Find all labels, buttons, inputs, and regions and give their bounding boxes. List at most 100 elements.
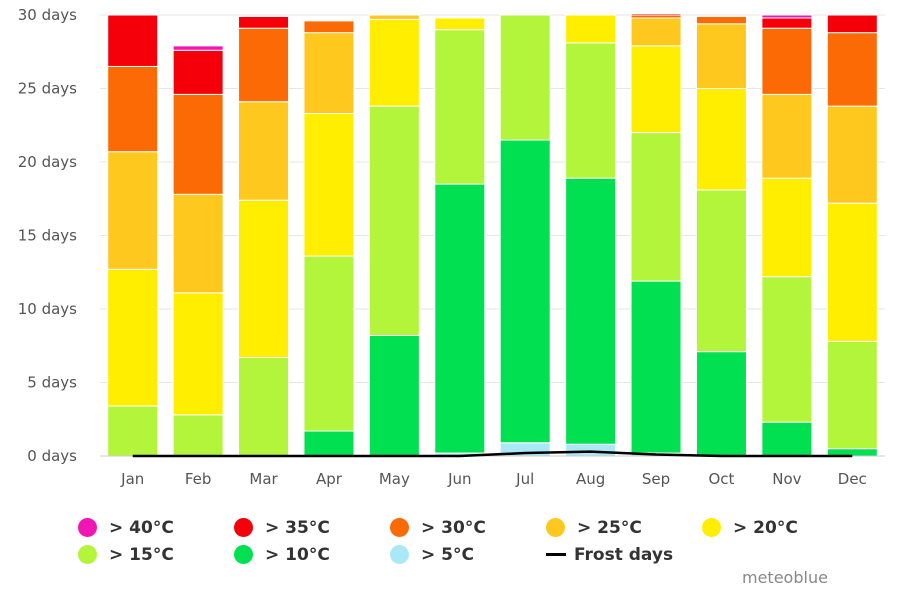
bar-segment [172, 414, 224, 457]
legend-item-10[interactable]: > 10°C [234, 545, 390, 565]
credit-label: meteoblue [742, 568, 828, 587]
bar-segment [434, 183, 486, 454]
bar-segment [761, 27, 813, 95]
bar-segment [695, 88, 747, 191]
bar-segment [761, 421, 813, 457]
legend-item-20[interactable]: > 20°C [702, 518, 858, 538]
x-tick-label: Jun [447, 470, 471, 488]
bar-segment [761, 177, 813, 278]
legend-item-40[interactable]: > 40°C [78, 518, 234, 538]
legend-marker [702, 518, 721, 537]
y-tick-label: 25 days [18, 80, 77, 98]
legend-row-1: > 40°C > 35°C > 30°C > 25°C > 20°C [78, 514, 858, 541]
bar-segment [761, 17, 813, 29]
legend-label: > 25°C [577, 517, 642, 538]
legend-item-35[interactable]: > 35°C [234, 518, 390, 538]
x-tick-label: Jan [120, 470, 144, 488]
bar-segment [172, 45, 224, 51]
x-tick-label: Nov [772, 470, 801, 488]
bar-segment [826, 340, 878, 450]
bar-segment [303, 32, 355, 114]
bar-segment [303, 20, 355, 34]
bar-segment [499, 14, 551, 141]
bar-segment [368, 105, 420, 336]
x-tick-label: Oct [708, 470, 734, 488]
stacked-bar-chart: 0 days 5 days 10 days 15 days 20 days 25 days… [18, 6, 885, 488]
x-tick-label: Aug [576, 470, 605, 488]
x-tick-label: Dec [838, 470, 867, 488]
bar-segment [826, 202, 878, 342]
x-tick-label: Feb [185, 470, 212, 488]
x-tick-label: Jul [515, 470, 534, 488]
x-tick-label: Mar [249, 470, 278, 488]
bar-segment [695, 15, 747, 25]
bar-segment [107, 151, 159, 270]
bar-segment [238, 101, 290, 201]
bar-segment [107, 268, 159, 407]
legend-item-25[interactable]: > 25°C [546, 518, 702, 538]
legend-item-5[interactable]: > 5°C [390, 545, 546, 565]
bar-segment [434, 29, 486, 185]
bar-segment [630, 17, 682, 47]
legend-label: > 40°C [109, 517, 174, 538]
legend-label: Frost days [574, 544, 674, 565]
legend-marker [78, 518, 97, 537]
y-tick-label: 10 days [18, 300, 77, 318]
bar-segment [172, 93, 224, 195]
bar-segment [172, 292, 224, 416]
bar-segment [565, 177, 617, 445]
legend-item-30[interactable]: > 30°C [390, 518, 546, 538]
bar-segment [826, 14, 878, 34]
bar-segment [368, 334, 420, 457]
bar-segment [695, 351, 747, 457]
bar-segment [826, 105, 878, 204]
legend-marker [234, 518, 253, 537]
legend-marker [546, 518, 565, 537]
bar-segment [761, 276, 813, 423]
frost-days-line [132, 450, 853, 458]
bar-segment [238, 27, 290, 103]
bar-segment [630, 132, 682, 282]
x-tick-label: May [379, 470, 410, 488]
y-tick-label: 15 days [18, 227, 77, 245]
legend-label: > 35°C [265, 517, 330, 538]
legend-item-15[interactable]: > 15°C [78, 545, 234, 565]
bar-segment [107, 405, 159, 457]
legend-label: > 10°C [265, 544, 330, 565]
bar-segment [695, 23, 747, 89]
bar-segment [499, 139, 551, 444]
bar-segment [565, 14, 617, 44]
legend-marker [234, 545, 253, 564]
legend-row-2: > 15°C > 10°C > 5°C Frost days [78, 541, 858, 568]
legend-marker [78, 545, 97, 564]
y-tick-label: 30 days [18, 6, 77, 24]
bar-segment [368, 14, 420, 20]
x-tick-label: Sep [642, 470, 670, 488]
bar-segment [107, 14, 159, 67]
bar-segment [368, 18, 420, 107]
y-tick-label: 20 days [18, 153, 77, 171]
legend-marker [390, 545, 409, 564]
bar-segment [761, 93, 813, 179]
legend-label: > 20°C [733, 517, 798, 538]
bar-segment [630, 45, 682, 134]
bar-segment [238, 357, 290, 457]
bar-segment [761, 14, 813, 19]
legend-marker [390, 518, 409, 537]
bar-segment [434, 17, 486, 31]
legend-item-frost-days[interactable]: Frost days [546, 545, 702, 565]
bar-segment [172, 49, 224, 95]
bar-segment [630, 280, 682, 454]
bar-segment [565, 443, 617, 457]
bar-segment [238, 15, 290, 29]
legend-line-marker [546, 553, 566, 556]
x-tick-label: Apr [316, 470, 343, 488]
bar-segment [107, 65, 159, 153]
chart-legend: > 40°C > 35°C > 30°C > 25°C > 20°C > 15°… [78, 514, 858, 568]
legend-label: > 15°C [109, 544, 174, 565]
legend-label: > 5°C [421, 544, 474, 565]
bar-segment [630, 13, 682, 16]
y-tick-label: 0 days [27, 447, 77, 465]
bar-segment [826, 32, 878, 107]
y-tick-label: 5 days [27, 374, 77, 392]
